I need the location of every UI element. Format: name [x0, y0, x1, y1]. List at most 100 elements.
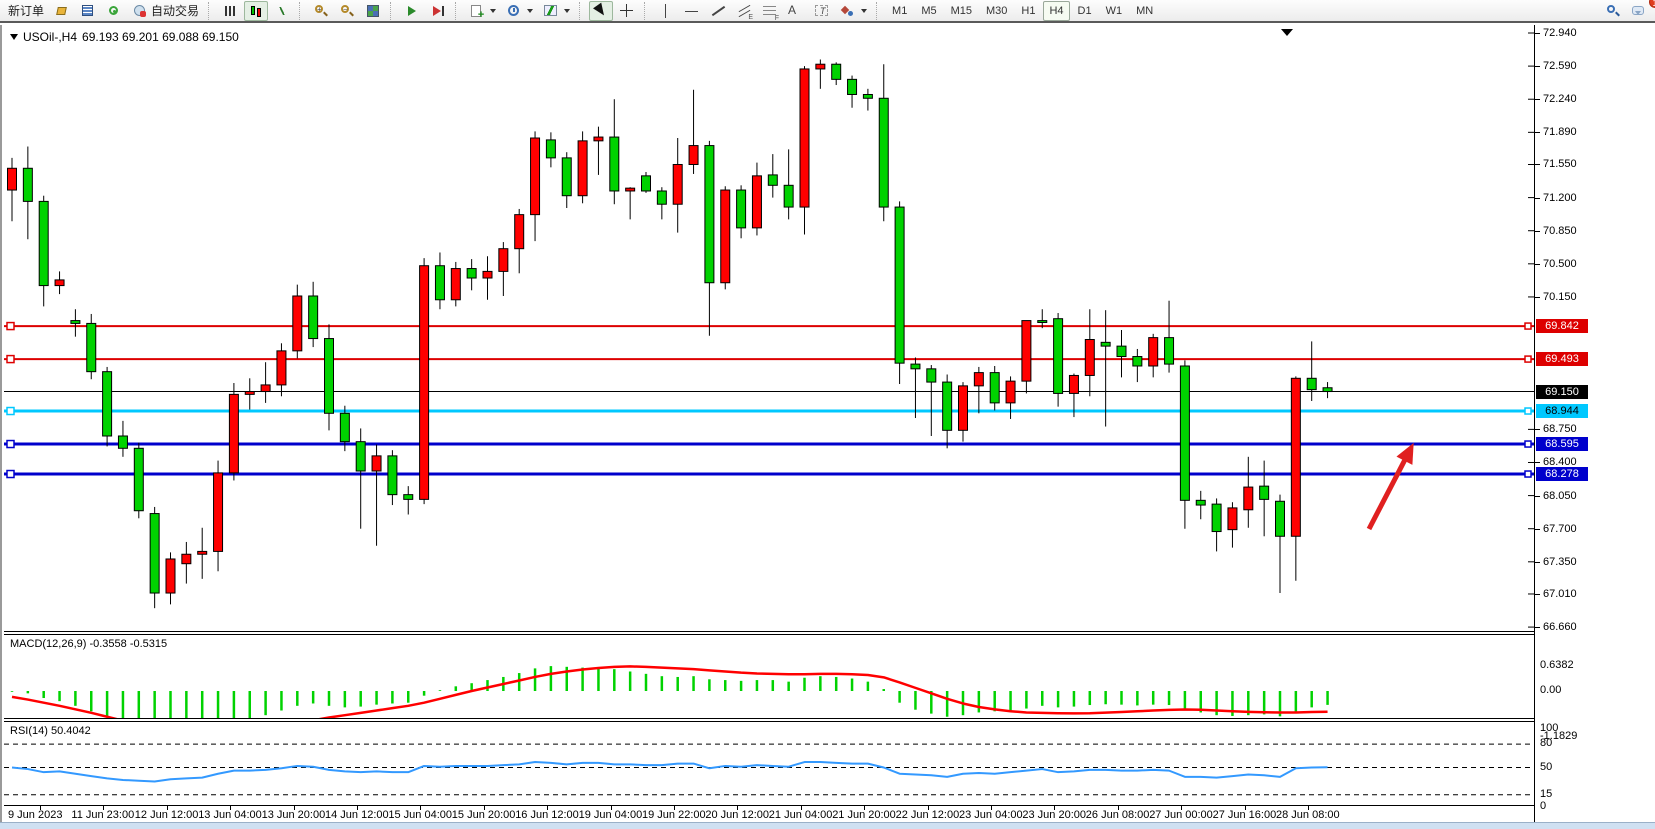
horizontal-line-button[interactable] [680, 1, 704, 21]
charts-window-button[interactable] [50, 1, 74, 21]
timeframe-d1-button[interactable]: D1 [1077, 4, 1092, 17]
candle-down[interactable] [609, 136, 620, 192]
fibonacci-button[interactable] [758, 1, 782, 22]
hline-right-anchor[interactable] [1524, 355, 1532, 363]
profiles-button[interactable] [76, 1, 100, 21]
text-label-button[interactable] [810, 1, 834, 21]
candle-up[interactable] [7, 167, 17, 191]
candle-up[interactable] [54, 279, 65, 287]
timeframe-h4-button[interactable]: H4 [1043, 0, 1070, 21]
channel-button[interactable] [732, 1, 756, 21]
candle-down[interactable] [70, 320, 81, 324]
cursor-button[interactable] [589, 0, 614, 22]
candle-down[interactable] [989, 372, 1000, 404]
candle-up[interactable] [514, 214, 525, 250]
candle-down[interactable] [1259, 485, 1270, 500]
candle-down[interactable] [38, 200, 49, 287]
candle-up[interactable] [292, 295, 303, 352]
candle-up[interactable] [213, 472, 224, 552]
candle-down[interactable] [117, 435, 128, 449]
candle-down[interactable] [942, 381, 953, 431]
crosshair-button[interactable] [615, 1, 639, 21]
candle-up[interactable] [244, 391, 255, 395]
candle-up[interactable] [1005, 380, 1016, 404]
candle-up[interactable] [1084, 339, 1095, 376]
text-button[interactable] [784, 1, 808, 21]
signal-button[interactable] [102, 1, 126, 21]
candle-down[interactable] [355, 441, 366, 472]
trend-arrow-head[interactable] [1396, 442, 1414, 465]
candle-down[interactable] [434, 265, 445, 301]
candle-up[interactable] [672, 163, 683, 205]
candle-down[interactable] [86, 322, 97, 373]
trend-arrow-shaft[interactable] [1366, 448, 1413, 531]
candlestick-chart-button[interactable] [244, 0, 269, 21]
timeframe-m5-button[interactable]: M5 [921, 4, 937, 17]
chart-shift-marker-icon[interactable] [1281, 29, 1293, 36]
candle-up[interactable] [165, 558, 176, 594]
candle-down[interactable] [102, 371, 113, 437]
candle-up[interactable] [751, 175, 762, 229]
vertical-line-button[interactable] [654, 1, 678, 21]
candle-down[interactable] [403, 494, 414, 500]
shapes-button[interactable] [836, 1, 871, 21]
candle-up[interactable] [276, 350, 287, 386]
trendline-button[interactable] [706, 1, 730, 21]
candle-down[interactable] [1053, 318, 1064, 394]
candle-down[interactable] [1322, 387, 1333, 393]
candle-down[interactable] [847, 78, 858, 95]
chart-shift-button[interactable] [426, 1, 450, 21]
macd-pane[interactable] [4, 634, 1534, 719]
candle-down[interactable] [878, 97, 889, 208]
dropdown-arrow-icon[interactable] [527, 8, 534, 13]
periods-button[interactable] [502, 1, 537, 21]
timeframe-w1-button[interactable]: W1 [1105, 4, 1123, 17]
candle-down[interactable] [149, 513, 160, 594]
candle-down[interactable] [1306, 377, 1317, 391]
chat-button[interactable]: 1 [1627, 0, 1655, 21]
candle-up[interactable] [419, 265, 430, 500]
candle-up[interactable] [799, 68, 810, 208]
candle-down[interactable] [1179, 365, 1190, 501]
hline-left-anchor[interactable] [6, 439, 15, 449]
auto-scroll-button[interactable] [400, 1, 424, 21]
candle-down[interactable] [641, 175, 651, 192]
candle-down[interactable] [466, 268, 477, 279]
candle-down[interactable] [704, 145, 715, 284]
candle-down[interactable] [926, 368, 937, 383]
dropdown-arrow-icon[interactable] [564, 8, 571, 13]
candle-up[interactable] [1243, 486, 1254, 511]
candle-down[interactable] [308, 295, 319, 340]
timeframe-m15-button[interactable]: M15 [950, 4, 972, 17]
timeframe-m1-button[interactable]: M1 [892, 4, 908, 17]
hline-right-anchor[interactable] [1524, 440, 1532, 448]
candle-up[interactable] [1068, 374, 1079, 394]
candle-down[interactable] [831, 63, 842, 80]
rsi-pane[interactable] [4, 721, 1534, 806]
bar-chart-button[interactable] [218, 1, 242, 21]
candle-down[interactable] [133, 447, 144, 512]
candle-down[interactable] [545, 139, 556, 159]
candle-down[interactable] [22, 167, 33, 202]
candle-up[interactable] [1290, 377, 1301, 537]
hline-right-anchor[interactable] [1524, 407, 1532, 415]
candle-up[interactable] [577, 140, 588, 197]
candle-up[interactable] [450, 268, 461, 301]
hline-right-anchor[interactable] [1524, 322, 1532, 330]
candle-down[interactable] [783, 184, 794, 208]
hline-left-anchor[interactable] [6, 321, 15, 331]
timeframe-h1-button[interactable]: H1 [1021, 4, 1036, 17]
candle-up[interactable] [197, 550, 208, 555]
hline-right-anchor[interactable] [1524, 470, 1532, 478]
candle-up[interactable] [815, 63, 826, 70]
candle-up[interactable] [688, 145, 699, 165]
auto-trading-button[interactable]: 自动交易 [128, 1, 203, 21]
dropdown-arrow-icon[interactable] [490, 8, 497, 13]
candle-down[interactable] [1037, 320, 1048, 323]
candle-down[interactable] [1195, 499, 1206, 506]
candle-down[interactable] [1132, 356, 1143, 367]
candle-down[interactable] [767, 174, 778, 186]
candle-up[interactable] [1148, 337, 1159, 367]
candle-up[interactable] [625, 187, 636, 192]
search-button[interactable] [1601, 1, 1625, 21]
